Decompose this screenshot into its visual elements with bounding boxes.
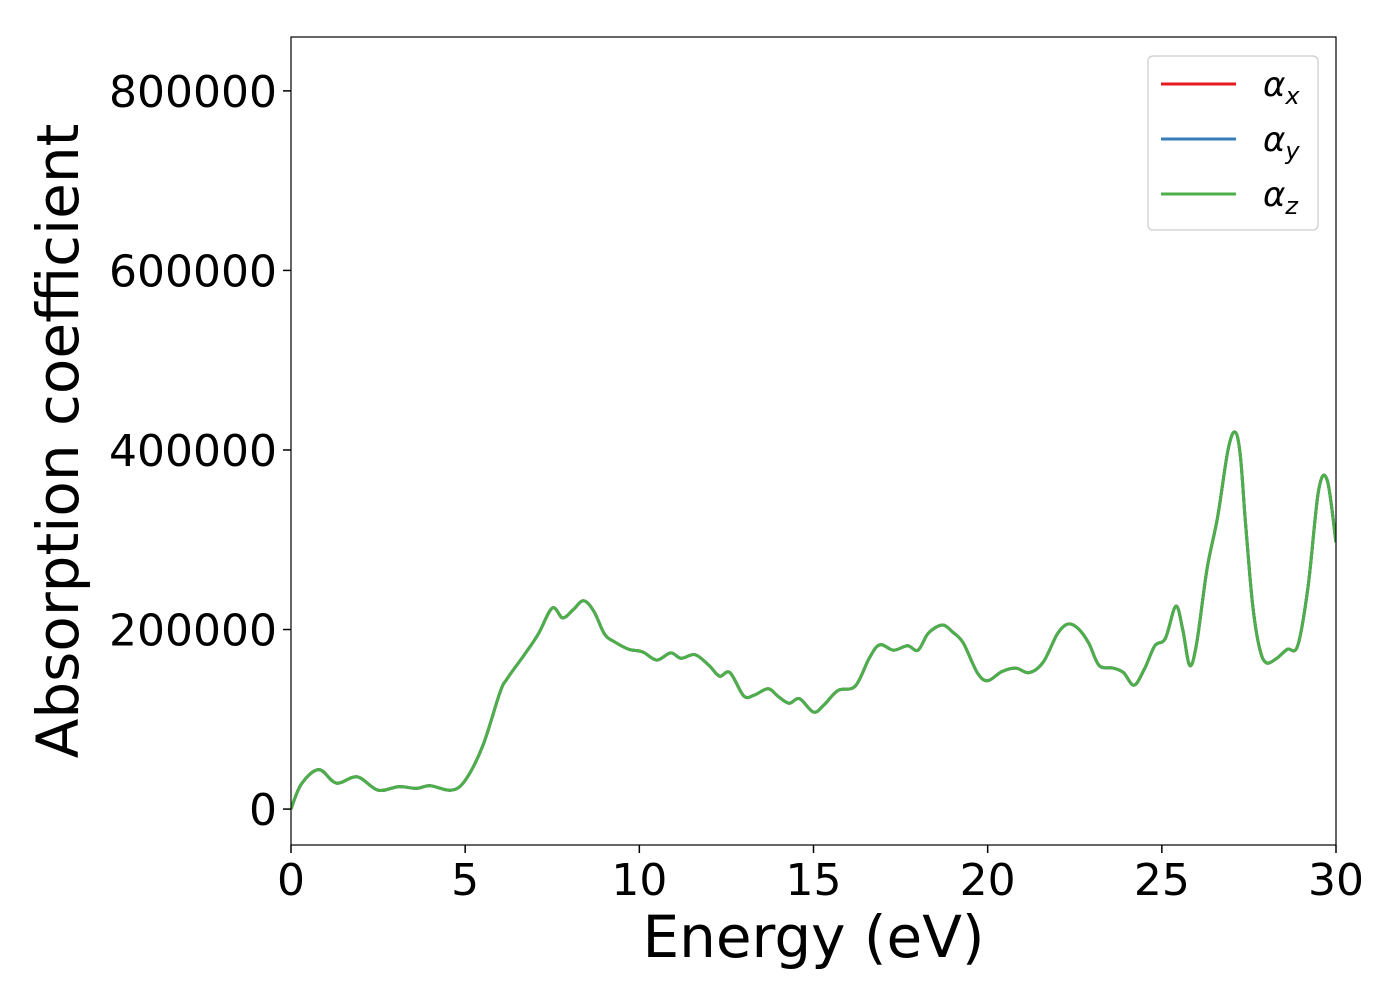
series-layer <box>291 430 1336 810</box>
x-tick-label: 25 <box>1134 855 1190 906</box>
x-tick-label: 30 <box>1308 855 1364 906</box>
y-tick-label: 0 <box>249 785 277 836</box>
y-tick-label: 800000 <box>109 67 277 118</box>
x-axis-title: Energy (eV) <box>642 903 984 971</box>
y-tick-label: 200000 <box>109 606 277 657</box>
series-line-z <box>291 430 1336 810</box>
x-tick-label: 10 <box>611 855 667 906</box>
legend: αx αy αz <box>1147 55 1319 231</box>
legend-label-x: αx <box>1263 65 1300 110</box>
legend-box <box>1147 55 1319 231</box>
legend-label-y: αy <box>1263 120 1300 165</box>
x-tick-label: 5 <box>451 855 479 906</box>
x-tick-label: 15 <box>786 855 842 906</box>
x-tick-label: 20 <box>960 855 1016 906</box>
legend-label-z: αz <box>1263 175 1299 220</box>
y-axis-title: Absorption coefficient <box>24 124 92 759</box>
ticks-layer: 0 5 10 15 20 25 30 0 200000 400000 600000 800000 <box>109 67 1364 906</box>
y-tick-label: 600000 <box>109 246 277 297</box>
y-tick-label: 400000 <box>109 426 277 477</box>
x-tick-label: 0 <box>277 855 305 906</box>
